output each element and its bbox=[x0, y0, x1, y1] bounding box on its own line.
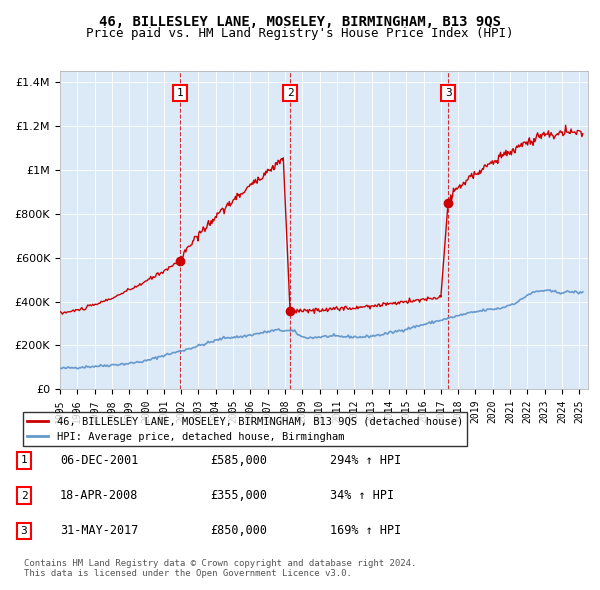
Text: Price paid vs. HM Land Registry's House Price Index (HPI): Price paid vs. HM Land Registry's House … bbox=[86, 27, 514, 40]
Text: 18-APR-2008: 18-APR-2008 bbox=[60, 489, 139, 502]
Text: 1: 1 bbox=[20, 455, 28, 465]
Text: 34% ↑ HPI: 34% ↑ HPI bbox=[330, 489, 394, 502]
Text: £585,000: £585,000 bbox=[210, 454, 267, 467]
Text: 31-MAY-2017: 31-MAY-2017 bbox=[60, 525, 139, 537]
Text: 3: 3 bbox=[20, 526, 28, 536]
Text: Contains HM Land Registry data © Crown copyright and database right 2024.
This d: Contains HM Land Registry data © Crown c… bbox=[24, 559, 416, 578]
Text: 294% ↑ HPI: 294% ↑ HPI bbox=[330, 454, 401, 467]
Text: 169% ↑ HPI: 169% ↑ HPI bbox=[330, 525, 401, 537]
Text: 1: 1 bbox=[176, 88, 183, 98]
Text: 2: 2 bbox=[20, 491, 28, 500]
Text: 2: 2 bbox=[287, 88, 293, 98]
Text: £850,000: £850,000 bbox=[210, 525, 267, 537]
Text: 3: 3 bbox=[445, 88, 451, 98]
Text: 46, BILLESLEY LANE, MOSELEY, BIRMINGHAM, B13 9QS: 46, BILLESLEY LANE, MOSELEY, BIRMINGHAM,… bbox=[99, 15, 501, 29]
Legend: 46, BILLESLEY LANE, MOSELEY, BIRMINGHAM, B13 9QS (detached house), HPI: Average : 46, BILLESLEY LANE, MOSELEY, BIRMINGHAM,… bbox=[23, 412, 467, 446]
Text: 06-DEC-2001: 06-DEC-2001 bbox=[60, 454, 139, 467]
Text: £355,000: £355,000 bbox=[210, 489, 267, 502]
